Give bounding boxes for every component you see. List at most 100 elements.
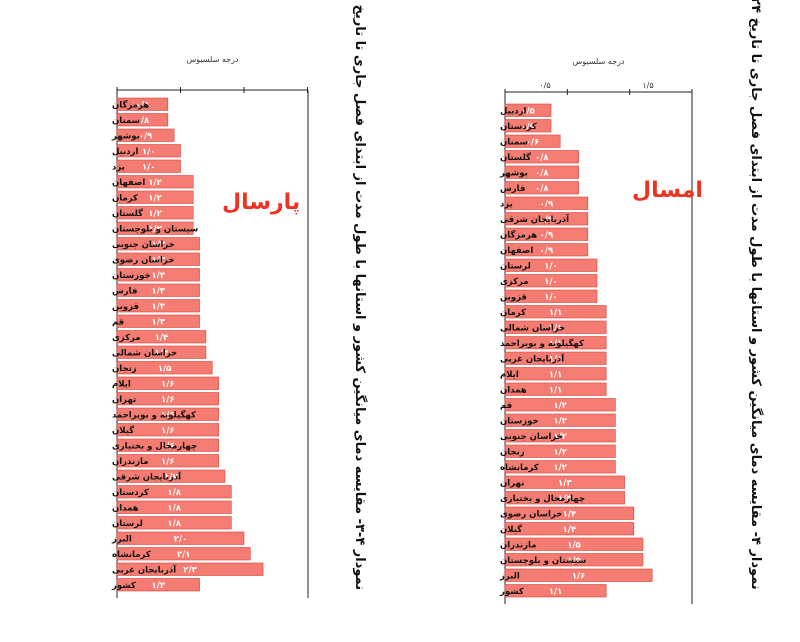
x-axis-label: درجه سلسیوس <box>572 57 624 66</box>
bar-value-label: ۱/۸ <box>167 504 181 514</box>
bar-value-label: ۱/۱ <box>549 324 562 334</box>
category-label: سیستان و بلوچستان <box>112 225 198 235</box>
bar-value-label: ۲/۰ <box>174 535 187 545</box>
bar-value-label: ۱/۲ <box>553 417 567 427</box>
category-label: گیلان <box>112 425 134 436</box>
bar-value-label: ۱/۰ <box>142 163 155 173</box>
bar <box>116 159 181 173</box>
bar <box>116 237 200 251</box>
category-label: فارس <box>112 287 137 297</box>
category-label: تهران <box>112 395 136 405</box>
bar <box>116 97 169 111</box>
bar-value-label: ۱/۵ <box>567 541 580 551</box>
category-label: چهارمحال و بختیاری <box>112 442 197 452</box>
bar-value-label: ۰/۹ <box>540 246 554 256</box>
category-label: کهگیلویه و بویراحمد <box>112 410 196 421</box>
bar <box>116 562 264 576</box>
bar-value-label: ۱/۶ <box>572 572 585 582</box>
bar-value-label: ۱/۲ <box>553 448 567 458</box>
bar <box>116 361 213 375</box>
bar-value-label: ۱/۳ <box>558 494 572 504</box>
bar <box>504 584 607 598</box>
bar-value-label: ۱/۴ <box>563 525 576 535</box>
bar <box>504 398 616 412</box>
category-label: زنجان <box>500 448 525 458</box>
bar-value-label: ۱/۳ <box>152 318 166 328</box>
category-label: کردستان <box>500 122 537 132</box>
bar <box>504 212 589 226</box>
bar <box>116 252 200 266</box>
category-label: البرز <box>499 572 520 582</box>
bar <box>116 578 200 592</box>
bar-value-label: ۱/۱ <box>549 386 562 396</box>
bar <box>504 351 607 365</box>
bar <box>116 190 194 204</box>
category-label: گیلان <box>500 524 522 535</box>
bar <box>504 444 616 458</box>
category-label: قم <box>500 401 512 411</box>
category-label: ایلام <box>112 380 131 390</box>
bar-value-label: ۰/۵ <box>521 107 534 117</box>
bar-value-label: ۰/۸ <box>136 116 150 126</box>
badge-last-year: پارسال <box>222 190 301 215</box>
bar <box>116 500 232 514</box>
chart-title-this-year: نمودار ۴- مقایسه دمای میانگین کشور و است… <box>748 0 763 590</box>
bar <box>504 320 607 334</box>
bar <box>504 289 598 303</box>
bar-value-label: ۰/۹ <box>139 132 153 142</box>
category-label: لرستان <box>112 519 143 529</box>
bar-value-label: ۰/۹ <box>540 200 554 210</box>
category-label: کشور <box>499 587 524 597</box>
category-label: همدان <box>112 504 139 514</box>
bar <box>504 243 589 257</box>
bar-value-label: ۱/۴ <box>155 333 168 343</box>
bar-value-label: ۰/۸ <box>535 153 549 163</box>
bar-value-label: ۱/۶ <box>161 426 174 436</box>
bar-value-label: ۱/۶ <box>161 442 174 452</box>
category-label: قزوین <box>500 293 527 303</box>
bar <box>504 258 598 272</box>
category-label: مازندران <box>112 457 149 467</box>
category-label: لرستان <box>500 262 531 272</box>
bar-value-label: ۱/۰ <box>142 147 155 157</box>
bar <box>116 345 207 359</box>
bar-value-label: ۰/۸ <box>535 184 549 194</box>
bar-value-label: ۰/۹ <box>540 231 554 241</box>
category-label: خراسان رضوی <box>112 256 174 266</box>
bar <box>504 336 607 350</box>
bar <box>116 144 181 158</box>
category-label: چهارمحال و بختیاری <box>500 494 585 504</box>
category-label: یزد <box>112 163 125 173</box>
bar <box>504 119 552 133</box>
category-label: یزد <box>500 200 513 210</box>
bar <box>504 367 607 381</box>
bar <box>116 516 232 530</box>
bar <box>116 283 200 297</box>
category-label: البرز <box>111 535 132 545</box>
category-label: هرمزگان <box>112 100 149 111</box>
bar <box>116 438 219 452</box>
category-label: کرمانشاه <box>500 463 539 473</box>
bar-value-label: ۱/۱ <box>549 587 562 597</box>
category-label: بوشهر <box>111 132 140 142</box>
bar-value-label: ۱/۲ <box>553 432 567 442</box>
bar <box>504 305 607 319</box>
bar <box>116 407 219 421</box>
bar-value-label: ۱/۴ <box>155 349 168 359</box>
category-label: سیستان و بلوچستان <box>500 556 586 566</box>
category-label: بوشهر <box>499 169 528 179</box>
category-label: همدان <box>500 386 527 396</box>
bar-value-label: ۱/۰ <box>544 262 557 272</box>
category-label: قم <box>112 318 124 328</box>
bar <box>116 314 200 328</box>
category-label: خراسان جنوبی <box>500 432 563 442</box>
category-label: اردبیل <box>112 147 139 157</box>
bar <box>116 423 219 437</box>
bar <box>504 227 589 241</box>
bar <box>116 531 245 545</box>
bar <box>116 221 194 235</box>
bar <box>116 392 219 406</box>
bar-value-label: ۱/۶ <box>161 380 174 390</box>
bar <box>504 522 635 536</box>
